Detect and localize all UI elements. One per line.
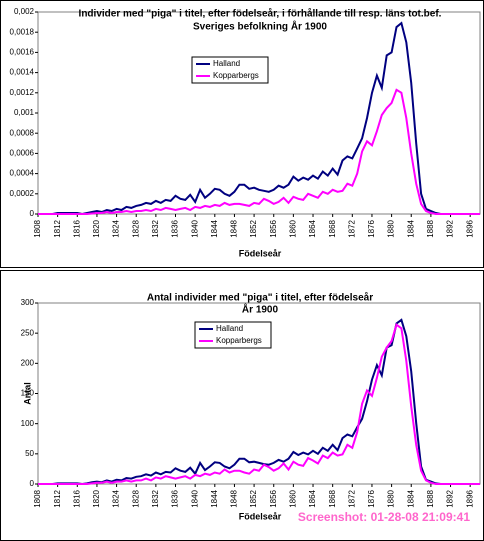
y-tick-label: 150 (21, 389, 35, 398)
x-tick-label: 1852 (249, 489, 258, 507)
y-tick-label: 0,0014 (10, 68, 35, 77)
x-tick-label: 1868 (328, 489, 337, 507)
x-tick-label: 1848 (230, 489, 239, 507)
x-tick-label: 1840 (190, 219, 199, 237)
x-tick-label: 1896 (465, 489, 474, 507)
chart-title: Antal individer med "piga" i titel, efte… (147, 292, 373, 304)
x-tick-label: 1876 (367, 489, 376, 507)
y-tick-label: 50 (25, 449, 34, 458)
y-tick-label: 0,0006 (10, 149, 35, 158)
legend-label: Halland (213, 59, 240, 68)
x-tick-label: 1828 (131, 219, 140, 237)
x-tick-label: 1892 (446, 489, 455, 507)
y-tick-label: 0 (30, 479, 35, 488)
x-tick-label: 1872 (347, 219, 356, 237)
x-tick-label: 1816 (72, 489, 81, 507)
y-tick-label: 200 (21, 358, 35, 367)
x-tick-label: 1840 (190, 489, 199, 507)
y-tick-label: 0,0008 (10, 128, 35, 137)
x-tick-label: 1868 (328, 219, 337, 237)
y-tick-label: 0,0016 (10, 48, 35, 57)
x-tick-label: 1852 (249, 219, 258, 237)
x-axis-label: Födelseår (239, 248, 282, 258)
x-tick-label: 1820 (92, 219, 101, 237)
chart-title: Individer med "piga" i titel, efter föde… (79, 8, 442, 20)
watermark: Screenshot: 01-28-08 21:09:41 (298, 510, 470, 524)
y-tick-label: 0,0002 (10, 189, 35, 198)
y-tick-label: 0,001 (14, 108, 35, 117)
y-tick-label: 300 (21, 298, 35, 307)
series-line (38, 88, 480, 215)
legend-label: Kopparbergs (216, 336, 262, 345)
legend-label: Halland (216, 324, 243, 333)
y-tick-label: 100 (21, 419, 35, 428)
chart-title: Sveriges befolkning År 1900 (193, 20, 327, 33)
chart-title: År 1900 (242, 303, 279, 316)
x-tick-label: 1824 (112, 489, 121, 507)
x-tick-label: 1836 (171, 219, 180, 237)
legend-label: Kopparbergs (213, 71, 259, 80)
y-axis-label: Antal (22, 382, 32, 405)
x-tick-label: 1856 (269, 489, 278, 507)
x-tick-label: 1832 (151, 219, 160, 237)
x-tick-label: 1848 (230, 219, 239, 237)
x-tick-label: 1812 (53, 219, 62, 237)
x-tick-label: 1860 (288, 489, 297, 507)
x-tick-label: 1884 (406, 489, 415, 507)
legend (194, 321, 272, 349)
x-tick-label: 1892 (446, 219, 455, 237)
x-tick-label: 1808 (33, 219, 42, 237)
x-tick-label: 1820 (92, 489, 101, 507)
x-tick-label: 1812 (53, 489, 62, 507)
x-tick-label: 1808 (33, 489, 42, 507)
y-tick-label: 0,0018 (10, 27, 35, 36)
series-line (38, 21, 480, 216)
y-tick-label: 250 (21, 328, 35, 337)
x-tick-label: 1888 (426, 219, 435, 237)
x-axis-label: Födelseår (239, 511, 282, 521)
y-tick-label: 0 (30, 209, 35, 218)
x-tick-label: 1856 (269, 219, 278, 237)
x-tick-label: 1884 (406, 219, 415, 237)
x-tick-label: 1828 (131, 489, 140, 507)
x-tick-label: 1876 (367, 219, 376, 237)
x-tick-label: 1860 (288, 219, 297, 237)
y-tick-label: 0,002 (14, 7, 35, 16)
x-tick-label: 1880 (387, 489, 396, 507)
y-tick-label: 0,0004 (10, 169, 35, 178)
x-tick-label: 1864 (308, 219, 317, 237)
x-tick-label: 1816 (72, 219, 81, 237)
series-line (38, 323, 480, 485)
y-tick-label: 0,0012 (10, 88, 35, 97)
x-tick-label: 1888 (426, 489, 435, 507)
x-tick-label: 1872 (347, 489, 356, 507)
x-tick-label: 1844 (210, 219, 219, 237)
x-tick-label: 1824 (112, 219, 121, 237)
x-tick-label: 1836 (171, 489, 180, 507)
x-tick-label: 1844 (210, 489, 219, 507)
series-line (38, 318, 480, 486)
legend (191, 56, 269, 84)
x-tick-label: 1832 (151, 489, 160, 507)
x-tick-label: 1880 (387, 219, 396, 237)
x-tick-label: 1896 (465, 219, 474, 237)
x-tick-label: 1864 (308, 489, 317, 507)
